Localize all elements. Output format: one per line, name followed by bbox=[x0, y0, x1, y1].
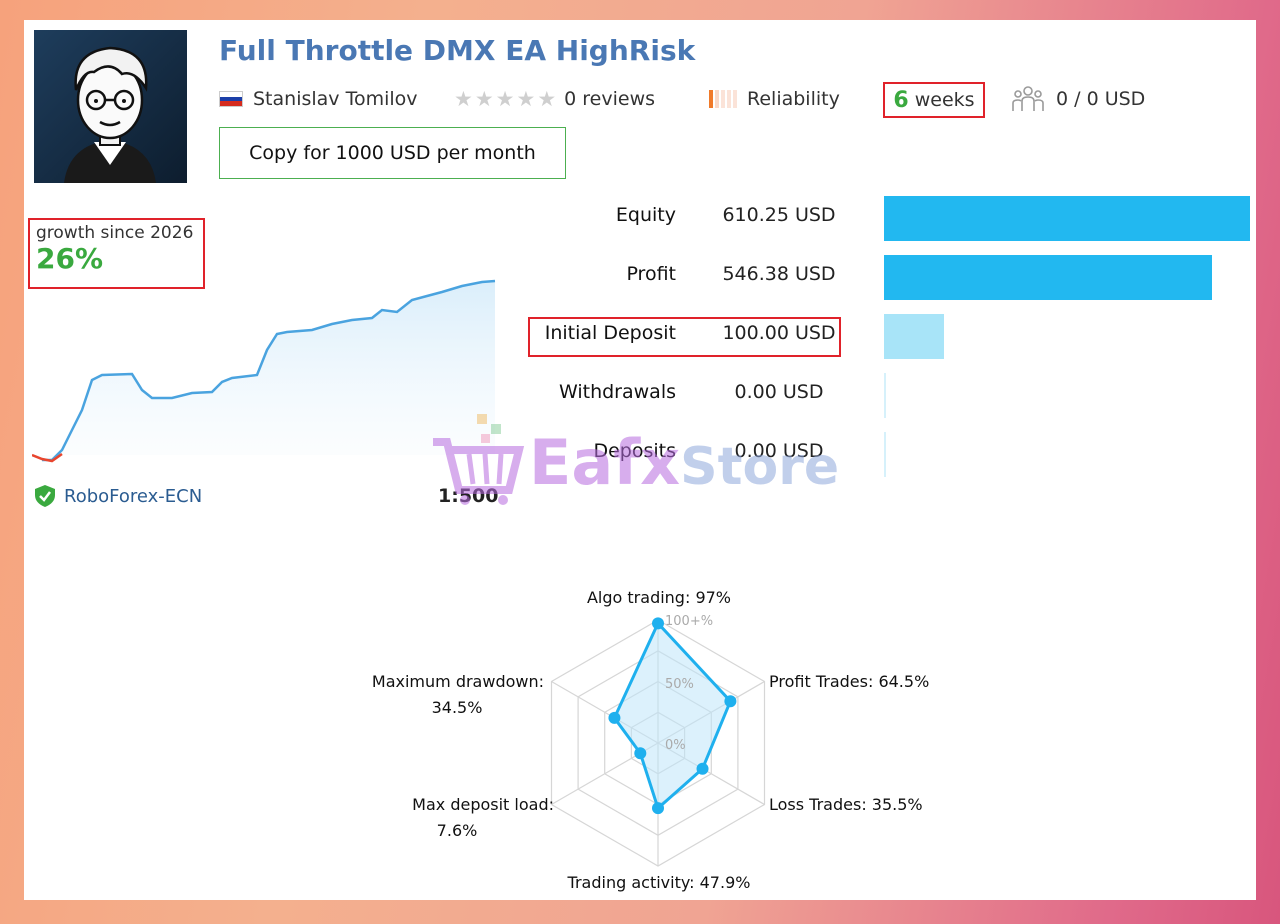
reviews[interactable]: ★ ★ ★ ★ ★ 0 reviews bbox=[454, 86, 655, 112]
ring-label-50: 50% bbox=[665, 677, 694, 692]
star-icon: ★ bbox=[454, 86, 473, 111]
growth-area bbox=[32, 281, 495, 460]
rating-stars: ★ ★ ★ ★ ★ bbox=[454, 86, 557, 111]
radar-label-algo-trading: Algo trading: 97% bbox=[586, 588, 731, 607]
radar-label-profit-trades: Profit Trades: 64.5% bbox=[769, 672, 930, 691]
signal-card: Full Throttle DMX EA HighRisk Stanislav … bbox=[24, 20, 1256, 900]
stat-bar-deposits bbox=[884, 432, 886, 477]
copy-button[interactable]: Copy for 1000 USD per month bbox=[219, 127, 566, 179]
radar-label-max-deposit-load: Max deposit load: bbox=[412, 795, 554, 814]
radar-spoke-2 bbox=[657, 742, 765, 806]
stat-value-profit: 546.38 USD bbox=[722, 263, 836, 285]
stat-bar-initial-deposit bbox=[884, 314, 944, 359]
subscribers-icon bbox=[1012, 86, 1044, 111]
reliability-icon bbox=[709, 90, 737, 108]
radar-value-max-deposit-load: 7.6% bbox=[436, 821, 478, 840]
stat-bar-equity bbox=[884, 196, 1250, 241]
radar-value-max-drawdown: 34.5% bbox=[431, 698, 483, 717]
stat-value-deposits: 0.00 USD bbox=[734, 440, 824, 462]
radar-ring-1 bbox=[577, 650, 739, 836]
growth-line bbox=[42, 279, 496, 462]
radar-points bbox=[608, 617, 737, 815]
stat-value-equity: 610.25 USD bbox=[722, 204, 836, 226]
radar-point-4 bbox=[634, 747, 647, 760]
star-icon: ★ bbox=[495, 86, 515, 111]
ring-label-0: 0% bbox=[665, 738, 686, 753]
author-avatar[interactable] bbox=[34, 30, 187, 183]
stat-value-initial-deposit: 100.00 USD bbox=[722, 322, 836, 344]
radar-point-3 bbox=[652, 802, 664, 815]
shield-check-icon bbox=[35, 485, 55, 507]
age-unit: weeks bbox=[914, 89, 975, 111]
radar-label-trading-activity: Trading activity: 47.9% bbox=[567, 873, 751, 892]
radar-label-max-drawdown: Maximum drawdown: bbox=[371, 672, 544, 691]
stat-bar-profit bbox=[884, 255, 1212, 300]
subscribers-label: 0 / 0 USD bbox=[1056, 88, 1146, 110]
radar-label-loss-trades: Loss Trades: 35.5% bbox=[769, 795, 923, 814]
radar-grid bbox=[550, 619, 766, 867]
growth-chart bbox=[32, 279, 496, 463]
star-icon: ★ bbox=[516, 86, 536, 111]
stat-bar-withdrawals bbox=[884, 373, 886, 418]
stat-label-initial-deposit: Initial Deposit bbox=[544, 322, 676, 344]
radar-spoke-4 bbox=[551, 742, 659, 806]
reliability: Reliability bbox=[709, 86, 840, 112]
growth-label: growth since 2026 bbox=[36, 223, 194, 243]
signal-title[interactable]: Full Throttle DMX EA HighRisk bbox=[219, 34, 696, 67]
drawdown-line bbox=[32, 452, 63, 463]
watermark-text-2: Store bbox=[680, 437, 840, 497]
reviews-count[interactable]: 0 reviews bbox=[564, 88, 656, 110]
ring-label-100: 100+% bbox=[665, 614, 713, 629]
initial-deposit-highlight bbox=[528, 317, 841, 357]
radar-point-1 bbox=[724, 695, 737, 708]
radar-ring-3 bbox=[630, 711, 686, 775]
star-icon: ★ bbox=[537, 86, 557, 111]
cart-icon bbox=[433, 414, 525, 505]
age-number: 6 bbox=[893, 87, 909, 113]
watermark: EafxStore bbox=[429, 410, 859, 510]
stat-label-withdrawals: Withdrawals bbox=[558, 381, 676, 403]
stat-label-profit: Profit bbox=[626, 263, 676, 285]
reliability-label: Reliability bbox=[747, 88, 840, 110]
radar-ring-0 bbox=[550, 619, 766, 867]
radar-point-2 bbox=[696, 762, 709, 775]
subscribers: 0 / 0 USD bbox=[1012, 86, 1145, 112]
author-name[interactable]: Stanislav Tomilov bbox=[253, 88, 418, 110]
russia-flag-icon bbox=[219, 91, 243, 107]
growth-highlight: growth since 2026 26% bbox=[28, 218, 205, 289]
stat-value-withdrawals: 0.00 USD bbox=[734, 381, 824, 403]
broker-server[interactable]: RoboForex-ECN bbox=[34, 484, 202, 508]
stat-label-equity: Equity bbox=[615, 204, 676, 226]
radar-spoke-1 bbox=[657, 680, 765, 744]
growth-value: 26% bbox=[36, 242, 104, 275]
radar-spoke-5 bbox=[551, 680, 659, 744]
star-icon: ★ bbox=[474, 86, 494, 111]
watermark-text-1: Eafx bbox=[529, 426, 681, 499]
stat-label-deposits: Deposits bbox=[593, 440, 676, 462]
radar-ring-2 bbox=[604, 680, 712, 806]
server-name[interactable]: RoboForex-ECN bbox=[64, 485, 203, 507]
radar-point-0 bbox=[652, 617, 664, 630]
signal-age: 6 weeks bbox=[883, 82, 985, 118]
author-info[interactable]: Stanislav Tomilov bbox=[219, 86, 418, 112]
radar-point-5 bbox=[608, 711, 621, 724]
radar-area bbox=[612, 620, 733, 811]
